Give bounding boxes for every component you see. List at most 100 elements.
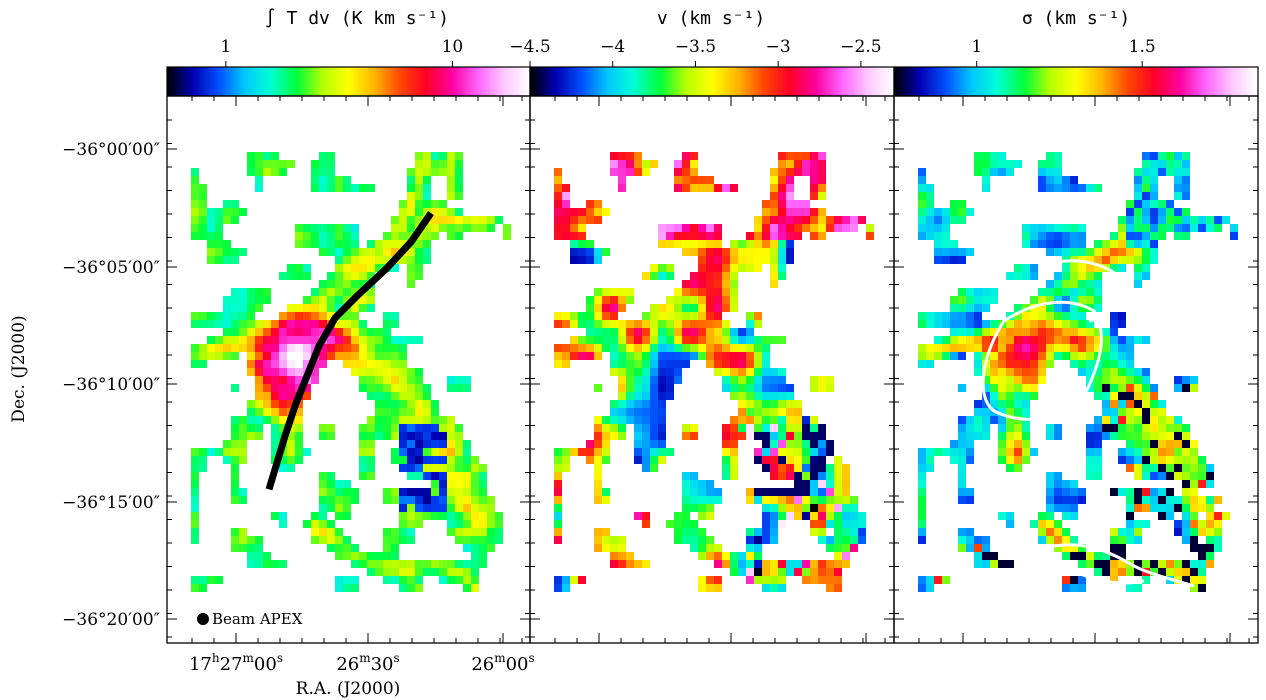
map-pixel (618, 408, 626, 416)
map-pixel (1126, 344, 1134, 352)
map-pixel (778, 560, 786, 568)
map-pixel (447, 472, 455, 480)
map-pixel (918, 224, 926, 232)
map-pixel (1118, 368, 1126, 376)
map-pixel (1126, 256, 1134, 264)
map-pixel (810, 448, 818, 456)
map-pixel (1006, 448, 1014, 456)
map-pixel (287, 376, 295, 384)
map-pixel (754, 488, 762, 496)
map-pixel (1014, 352, 1022, 360)
map-pixel (834, 224, 842, 232)
map-pixel (730, 184, 738, 192)
map-pixel (367, 304, 375, 312)
map-pixel (634, 432, 642, 440)
map-pixel (1102, 368, 1110, 376)
map-pixel (1006, 392, 1014, 400)
map-pixel (439, 568, 447, 576)
map-pixel (287, 440, 295, 448)
map-pixel (762, 408, 770, 416)
map-pixel (343, 176, 351, 184)
map-pixel (223, 320, 231, 328)
map-pixel (447, 568, 455, 576)
map-pixel (1150, 464, 1158, 472)
map-pixel (1182, 576, 1190, 584)
map-pixel (610, 344, 618, 352)
map-pixel (455, 160, 463, 168)
map-pixel (826, 504, 834, 512)
map-pixel (842, 488, 850, 496)
map-pixel (1134, 392, 1142, 400)
map-pixel (842, 544, 850, 552)
map-pixel (594, 296, 602, 304)
map-pixel (602, 304, 610, 312)
map-pixel (1166, 216, 1174, 224)
map-pixel (926, 232, 934, 240)
map-pixel (479, 552, 487, 560)
map-pixel (698, 488, 706, 496)
map-pixel (982, 184, 990, 192)
map-pixel (794, 480, 802, 488)
map-pixel (1030, 272, 1038, 280)
map-pixel (447, 576, 455, 584)
map-pixel (1006, 272, 1014, 280)
map-pixel (650, 272, 658, 280)
map-pixel (1046, 480, 1054, 488)
map-pixel (1086, 560, 1094, 568)
map-pixel (586, 216, 594, 224)
map-pixel (479, 216, 487, 224)
map-pixel (1054, 320, 1062, 328)
map-pixel (990, 552, 998, 560)
map-pixel (1006, 328, 1014, 336)
map-pixel (762, 496, 770, 504)
map-pixel (722, 440, 730, 448)
map-pixel (722, 184, 730, 192)
map-pixel (1182, 528, 1190, 536)
map-pixel (674, 184, 682, 192)
map-pixel (455, 376, 463, 384)
y-tick-label: −36°20′00″ (62, 610, 160, 630)
map-pixel (1174, 440, 1182, 448)
map-pixel (826, 528, 834, 536)
map-pixel (327, 432, 335, 440)
map-pixel (375, 560, 383, 568)
map-pixel (471, 552, 479, 560)
map-pixel (311, 376, 319, 384)
map-pixel (674, 288, 682, 296)
map-pixel (479, 472, 487, 480)
map-pixel (990, 392, 998, 400)
map-pixel (191, 496, 199, 504)
map-pixel (431, 512, 439, 520)
map-pixel (263, 320, 271, 328)
map-pixel (423, 176, 431, 184)
map-pixel (1086, 256, 1094, 264)
map-pixel (1150, 496, 1158, 504)
map-pixel (223, 208, 231, 216)
map-pixel (463, 528, 471, 536)
map-pixel (1118, 224, 1126, 232)
map-pixel (966, 288, 974, 296)
map-pixel (778, 208, 786, 216)
map-pixel (263, 392, 271, 400)
map-pixel (690, 496, 698, 504)
map-pixel (255, 328, 263, 336)
map-pixel (998, 424, 1006, 432)
map-pixel (794, 504, 802, 512)
map-pixel (191, 312, 199, 320)
map-pixel (1046, 288, 1054, 296)
map-pixel (554, 528, 562, 536)
map-pixel (1094, 344, 1102, 352)
map-pixel (918, 536, 926, 544)
map-pixel (794, 560, 802, 568)
map-pixel (642, 352, 650, 360)
map-pixel (407, 496, 415, 504)
map-pixel (415, 368, 423, 376)
map-pixel (319, 360, 327, 368)
map-pixel (1190, 528, 1198, 536)
map-pixel (770, 400, 778, 408)
map-pixel (1126, 360, 1134, 368)
map-pixel (682, 424, 690, 432)
map-pixel (463, 536, 471, 544)
map-pixel (762, 520, 770, 528)
map-pixel (319, 312, 327, 320)
